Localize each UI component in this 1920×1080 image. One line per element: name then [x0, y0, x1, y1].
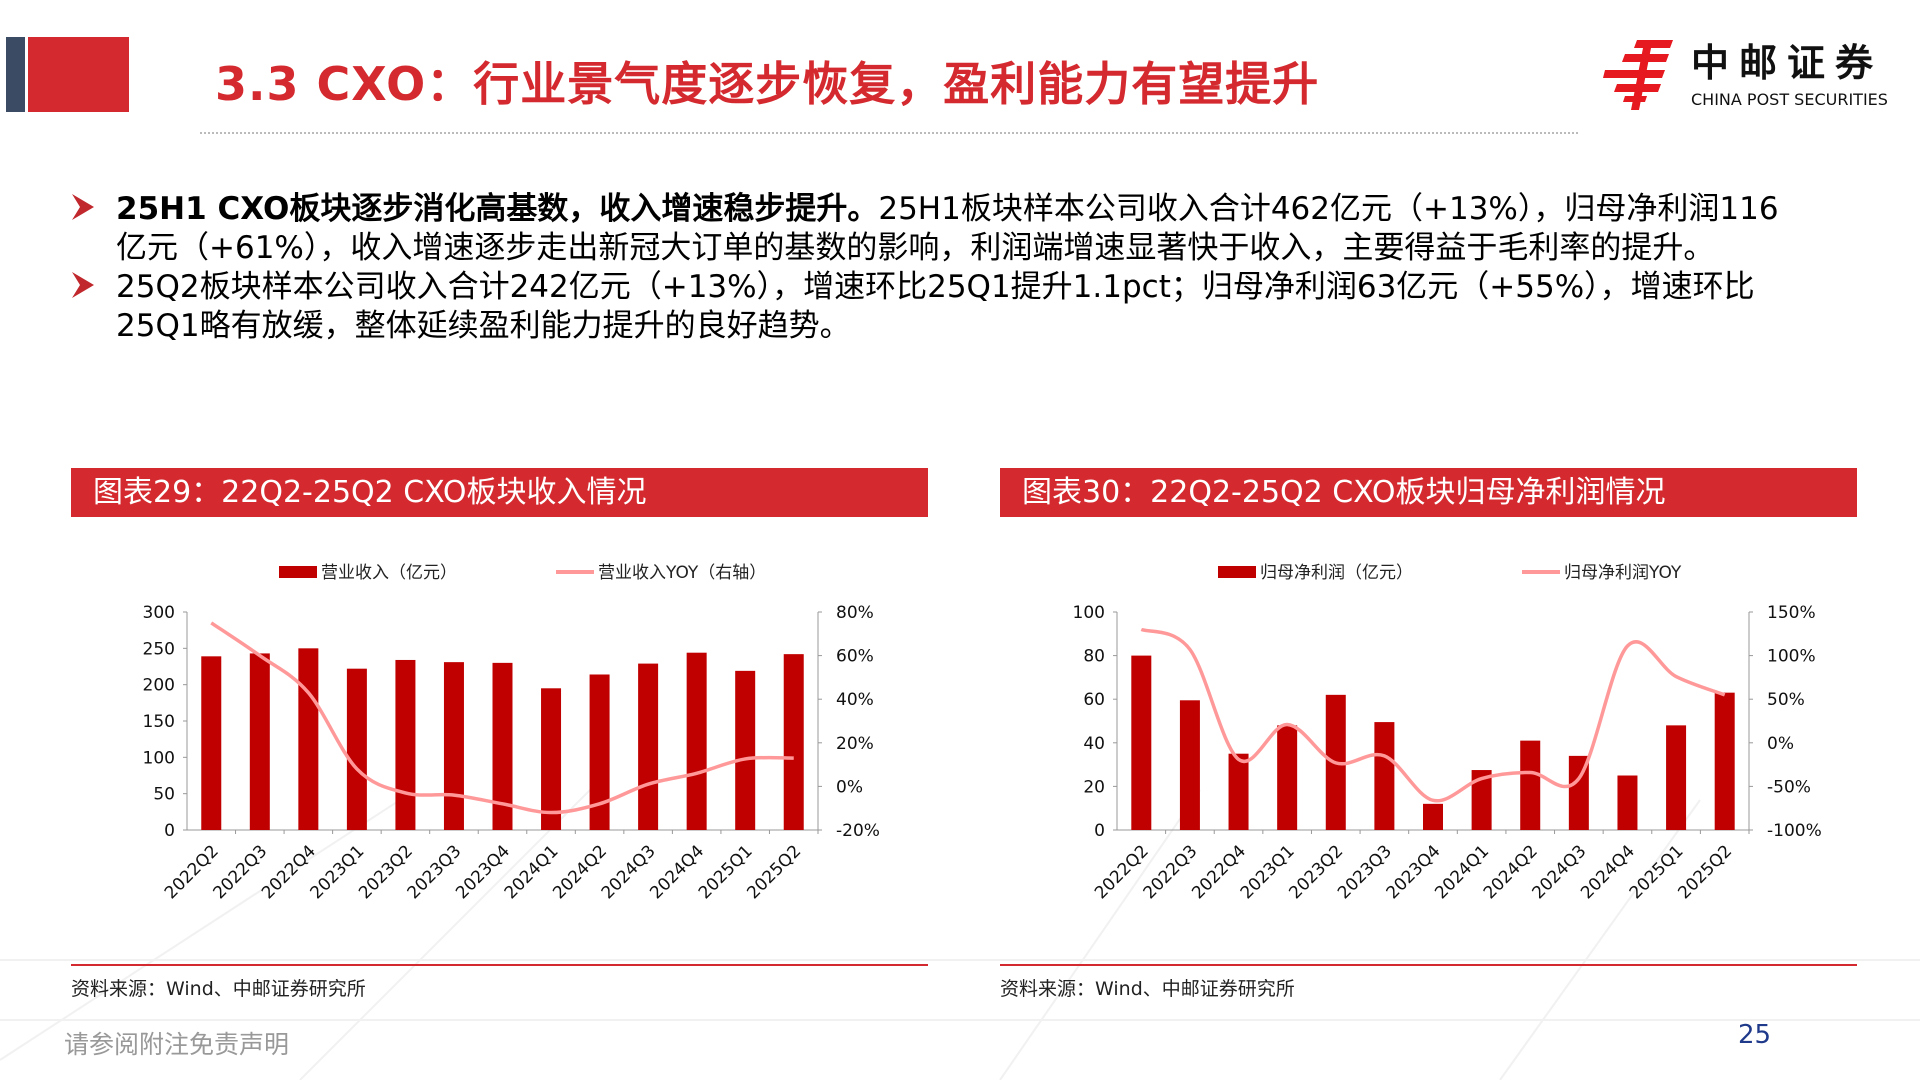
bullet-2-line1: 25Q2板块样本公司收入合计242亿元（+13%），增速环比25Q1提升1.1p… — [116, 269, 1755, 305]
left-tick-label: 200 — [143, 676, 175, 696]
bar-2024Q2 — [1520, 740, 1541, 830]
left-tick-label: 0 — [1094, 821, 1105, 841]
left-tick-label: 0 — [164, 821, 175, 841]
bar-2024Q3 — [1568, 755, 1589, 830]
bar-2024Q3 — [638, 663, 659, 830]
right-tick-label: -20% — [836, 821, 880, 841]
bar-2022Q4 — [1228, 753, 1249, 830]
chart-29-source: 资料来源：Wind、中邮证券研究所 — [71, 978, 366, 1000]
bullet-1-line2: 亿元（+61%），收入增速逐步走出新冠大订单的基数的影响，利润端增速显著快于收入… — [116, 230, 1715, 266]
bar-2022Q2 — [201, 656, 222, 830]
right-tick-label: 20% — [836, 734, 874, 754]
bar-2023Q3 — [443, 662, 464, 830]
header-accent-red — [28, 37, 129, 112]
svg-text:中邮证券: 中邮证券 — [1691, 41, 1883, 85]
right-tick-label: 40% — [836, 690, 874, 710]
left-tick-label: 300 — [143, 603, 175, 623]
right-tick-label: 50% — [1767, 690, 1805, 710]
bar-2022Q4 — [298, 648, 319, 830]
bar-2025Q2 — [783, 654, 804, 830]
bar-2024Q4 — [1617, 775, 1638, 830]
legend-bar-label: 营业收入（亿元） — [321, 563, 457, 583]
legend-line-label: 归母净利润YOY — [1564, 563, 1682, 583]
bar-2023Q1 — [346, 668, 367, 830]
left-tick-label: 60 — [1083, 690, 1105, 710]
x-tick-label: 2025Q2 — [1674, 841, 1736, 903]
bar-2024Q4 — [686, 652, 707, 830]
bar-2022Q3 — [249, 653, 270, 830]
net-profit-chart: 归母净利润（亿元） 归母净利润YOY 0 20 40 60 80 100 -100% -50% 0%… — [1073, 563, 1822, 903]
chart-29-divider — [71, 964, 928, 966]
revenue-chart: 营业收入（亿元） 营业收入YOY（右轴） 0 50 100 150 200 250 300 -20… — [143, 563, 880, 903]
bullet-arrow-icon — [72, 272, 94, 298]
left-tick-label: 40 — [1083, 734, 1105, 754]
chart-30-divider — [1000, 964, 1857, 966]
background-decoration — [0, 779, 1920, 1080]
title-divider — [200, 132, 1578, 134]
legend-bar-swatch — [1218, 566, 1256, 578]
right-tick-label: 80% — [836, 603, 874, 623]
bar-2022Q2 — [1131, 655, 1152, 830]
header-accent-dark — [6, 37, 25, 112]
right-tick-label: 0% — [836, 777, 863, 797]
bar-2025Q2 — [1714, 692, 1735, 830]
chart-29-header: 图表29：22Q2-25Q2 CXO板块收入情况 — [71, 468, 928, 517]
right-tick-label: 100% — [1767, 647, 1816, 667]
left-tick-label: 100 — [143, 748, 175, 768]
bullet-1-bold: 25H1 CXO板块逐步消化高基数，收入增速稳步提升。 — [116, 191, 879, 227]
bar-2022Q3 — [1179, 700, 1200, 830]
disclaimer-link[interactable]: 请参阅附注免责声明 — [64, 1030, 290, 1059]
bar-2024Q2 — [589, 674, 610, 830]
chart-30-header: 图表30：22Q2-25Q2 CXO板块归母净利润情况 — [1000, 468, 1857, 517]
bar-2023Q3 — [1374, 722, 1395, 830]
bullet-2-line2: 25Q1略有放缓，整体延续盈利能力提升的良好趋势。 — [116, 308, 851, 344]
left-tick-label: 80 — [1083, 647, 1105, 667]
bar-2025Q1 — [735, 670, 756, 830]
right-tick-label: -50% — [1767, 777, 1811, 797]
bar-2023Q2 — [395, 659, 416, 830]
bar-2025Q1 — [1666, 725, 1687, 830]
legend-bar-swatch — [279, 566, 317, 578]
chart-30-source: 资料来源：Wind、中邮证券研究所 — [1000, 978, 1295, 1000]
bullet-1-line1: 25H1板块样本公司收入合计462亿元（+13%），归母净利润116 — [878, 191, 1779, 227]
bar-2023Q4 — [492, 662, 513, 830]
left-tick-label: 150 — [143, 712, 175, 732]
china-post-logo-icon: 中邮证券 CHINA POST SECURITIES — [1603, 40, 1888, 110]
legend-bar-label: 归母净利润（亿元） — [1260, 563, 1413, 583]
left-tick-label: 20 — [1083, 777, 1105, 797]
legend-line-label: 营业收入YOY（右轴） — [598, 563, 766, 583]
left-tick-label: 50 — [153, 785, 175, 805]
right-tick-label: 60% — [836, 647, 874, 667]
left-tick-label: 250 — [143, 639, 175, 659]
x-tick-label: 2025Q2 — [743, 841, 805, 903]
right-tick-label: 0% — [1767, 734, 1794, 754]
page-number: 25 — [1738, 1020, 1772, 1050]
left-tick-label: 100 — [1073, 603, 1105, 623]
right-tick-label: 150% — [1767, 603, 1816, 623]
bar-2024Q1 — [541, 688, 562, 830]
page-title: 3.3 CXO：行业景气度逐步恢复，盈利能力有望提升 — [215, 57, 1320, 111]
company-logo: 中邮证券 CHINA POST SECURITIES — [1603, 38, 1903, 114]
bullet-1: 25H1 CXO板块逐步消化高基数，收入增速稳步提升。25H1板块样本公司收入合… — [72, 190, 1852, 268]
bar-2023Q1 — [1277, 725, 1298, 830]
right-tick-label: -100% — [1767, 821, 1822, 841]
svg-text:CHINA POST SECURITIES: CHINA POST SECURITIES — [1691, 90, 1888, 109]
bar-2023Q4 — [1423, 803, 1443, 830]
bullet-2: 25Q2板块样本公司收入合计242亿元（+13%），增速环比25Q1提升1.1p… — [72, 268, 1852, 346]
bullet-arrow-icon — [72, 194, 94, 220]
bar-2024Q1 — [1471, 770, 1492, 830]
